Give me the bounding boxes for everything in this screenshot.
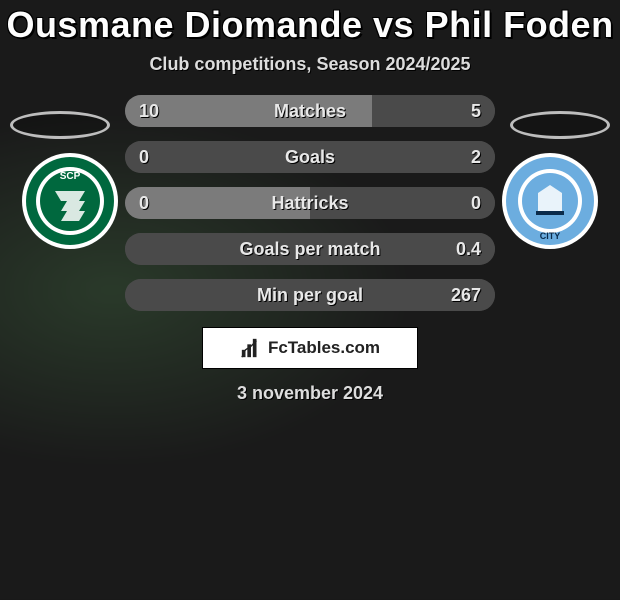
stat-row: 0Goals2 <box>125 141 495 173</box>
comparison-card: Ousmane Diomande vs Phil Foden Club comp… <box>0 0 620 580</box>
branding-box: FcTables.com <box>202 327 418 369</box>
player-left-ellipse <box>10 111 110 139</box>
crest-left-text: SCP <box>60 171 81 182</box>
stat-right-value: 267 <box>451 285 481 306</box>
stat-rows: 10Matches50Goals20Hattricks0Goals per ma… <box>125 95 495 311</box>
branding-text: FcTables.com <box>268 338 380 358</box>
bar-chart-icon <box>240 337 262 359</box>
stat-row: 10Matches5 <box>125 95 495 127</box>
stat-row: Goals per match0.4 <box>125 233 495 265</box>
stat-right-value: 0 <box>471 193 481 214</box>
player-right-ellipse <box>510 111 610 139</box>
stat-right-value: 0.4 <box>456 239 481 260</box>
club-crest-right: CITY <box>500 151 600 251</box>
stat-row: Min per goal267 <box>125 279 495 311</box>
stat-right-value: 2 <box>471 147 481 168</box>
stat-label: Hattricks <box>125 193 495 214</box>
stat-label: Goals per match <box>125 239 495 260</box>
stat-label: Matches <box>125 101 495 122</box>
crest-right-text: CITY <box>540 231 561 241</box>
sporting-crest-icon: SCP <box>20 151 120 251</box>
mancity-crest-icon: CITY <box>500 151 600 251</box>
page-title: Ousmane Diomande vs Phil Foden <box>6 4 613 46</box>
club-crest-left: SCP <box>20 151 120 251</box>
date-text: 3 november 2024 <box>237 383 383 404</box>
stat-label: Goals <box>125 147 495 168</box>
stat-row: 0Hattricks0 <box>125 187 495 219</box>
stat-label: Min per goal <box>125 285 495 306</box>
middle-area: SCP CITY 10Matches50Goals20Hattricks0Goa… <box>0 75 620 580</box>
stat-right-value: 5 <box>471 101 481 122</box>
page-subtitle: Club competitions, Season 2024/2025 <box>149 54 470 75</box>
